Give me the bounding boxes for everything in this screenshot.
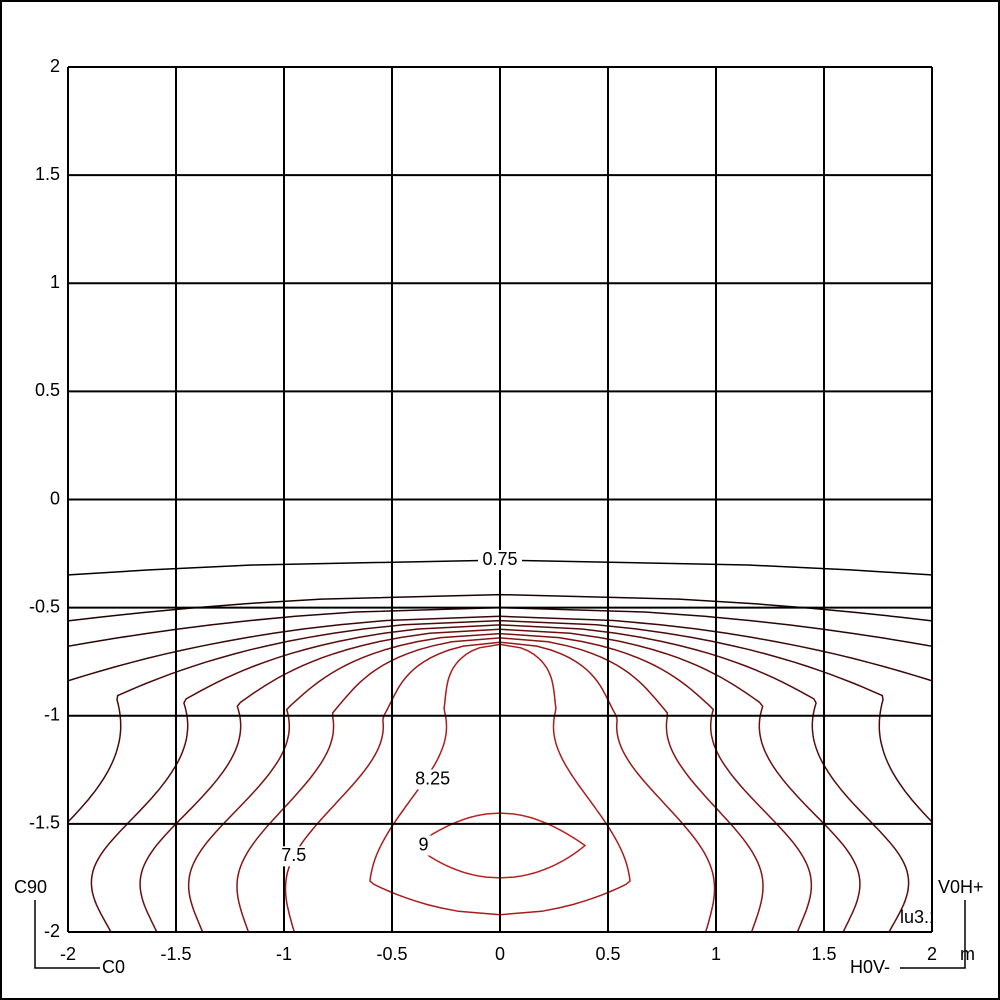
bottom-right-label: H0V- [850,957,890,977]
y-tick-label: -2 [44,921,60,941]
contour-label: 8.25 [415,768,450,788]
annotation: lu3.1 [900,907,939,927]
y-tick-label: -1.5 [29,813,60,833]
c-bracket [34,900,100,969]
x-tick-label: 0 [495,944,505,964]
h-bracket [900,900,966,969]
left-label: C90 [14,877,47,897]
x-tick-label: 2 [927,944,937,964]
x-tick-label: 1.5 [811,944,836,964]
y-tick-label: 1 [50,272,60,292]
contour-label-layer: 0.75 7.5 8.25 9 [271,549,522,867]
y-tick-label: 0.5 [35,380,60,400]
contour-label: 7.5 [281,845,306,865]
contour-label-bg [410,769,455,790]
y-tick-label: -1 [44,705,60,725]
y-tick-label: -0.5 [29,596,60,616]
grid [67,66,933,933]
x-tick-label: 0.5 [595,944,620,964]
right-label: V0H+ [938,877,984,897]
x-tick-label: -1 [276,944,292,964]
x-tick-label: -0.5 [376,944,407,964]
contour-label: 9 [418,834,428,854]
x-tick-label: 1 [711,944,721,964]
y-tick-label: 1.5 [35,164,60,184]
y-tick-label: 0 [50,488,60,508]
y-tick-label: 2 [50,56,60,76]
unit-label: m [960,944,975,964]
x-tick-label: -1.5 [160,944,191,964]
bottom-left-label: C0 [102,957,125,977]
contour-label: 0.75 [482,549,517,569]
contour-label-bg [478,550,522,571]
contour-label-bg [401,835,446,856]
x-tick-label: -2 [60,944,76,964]
contour-label-bg [271,846,316,867]
